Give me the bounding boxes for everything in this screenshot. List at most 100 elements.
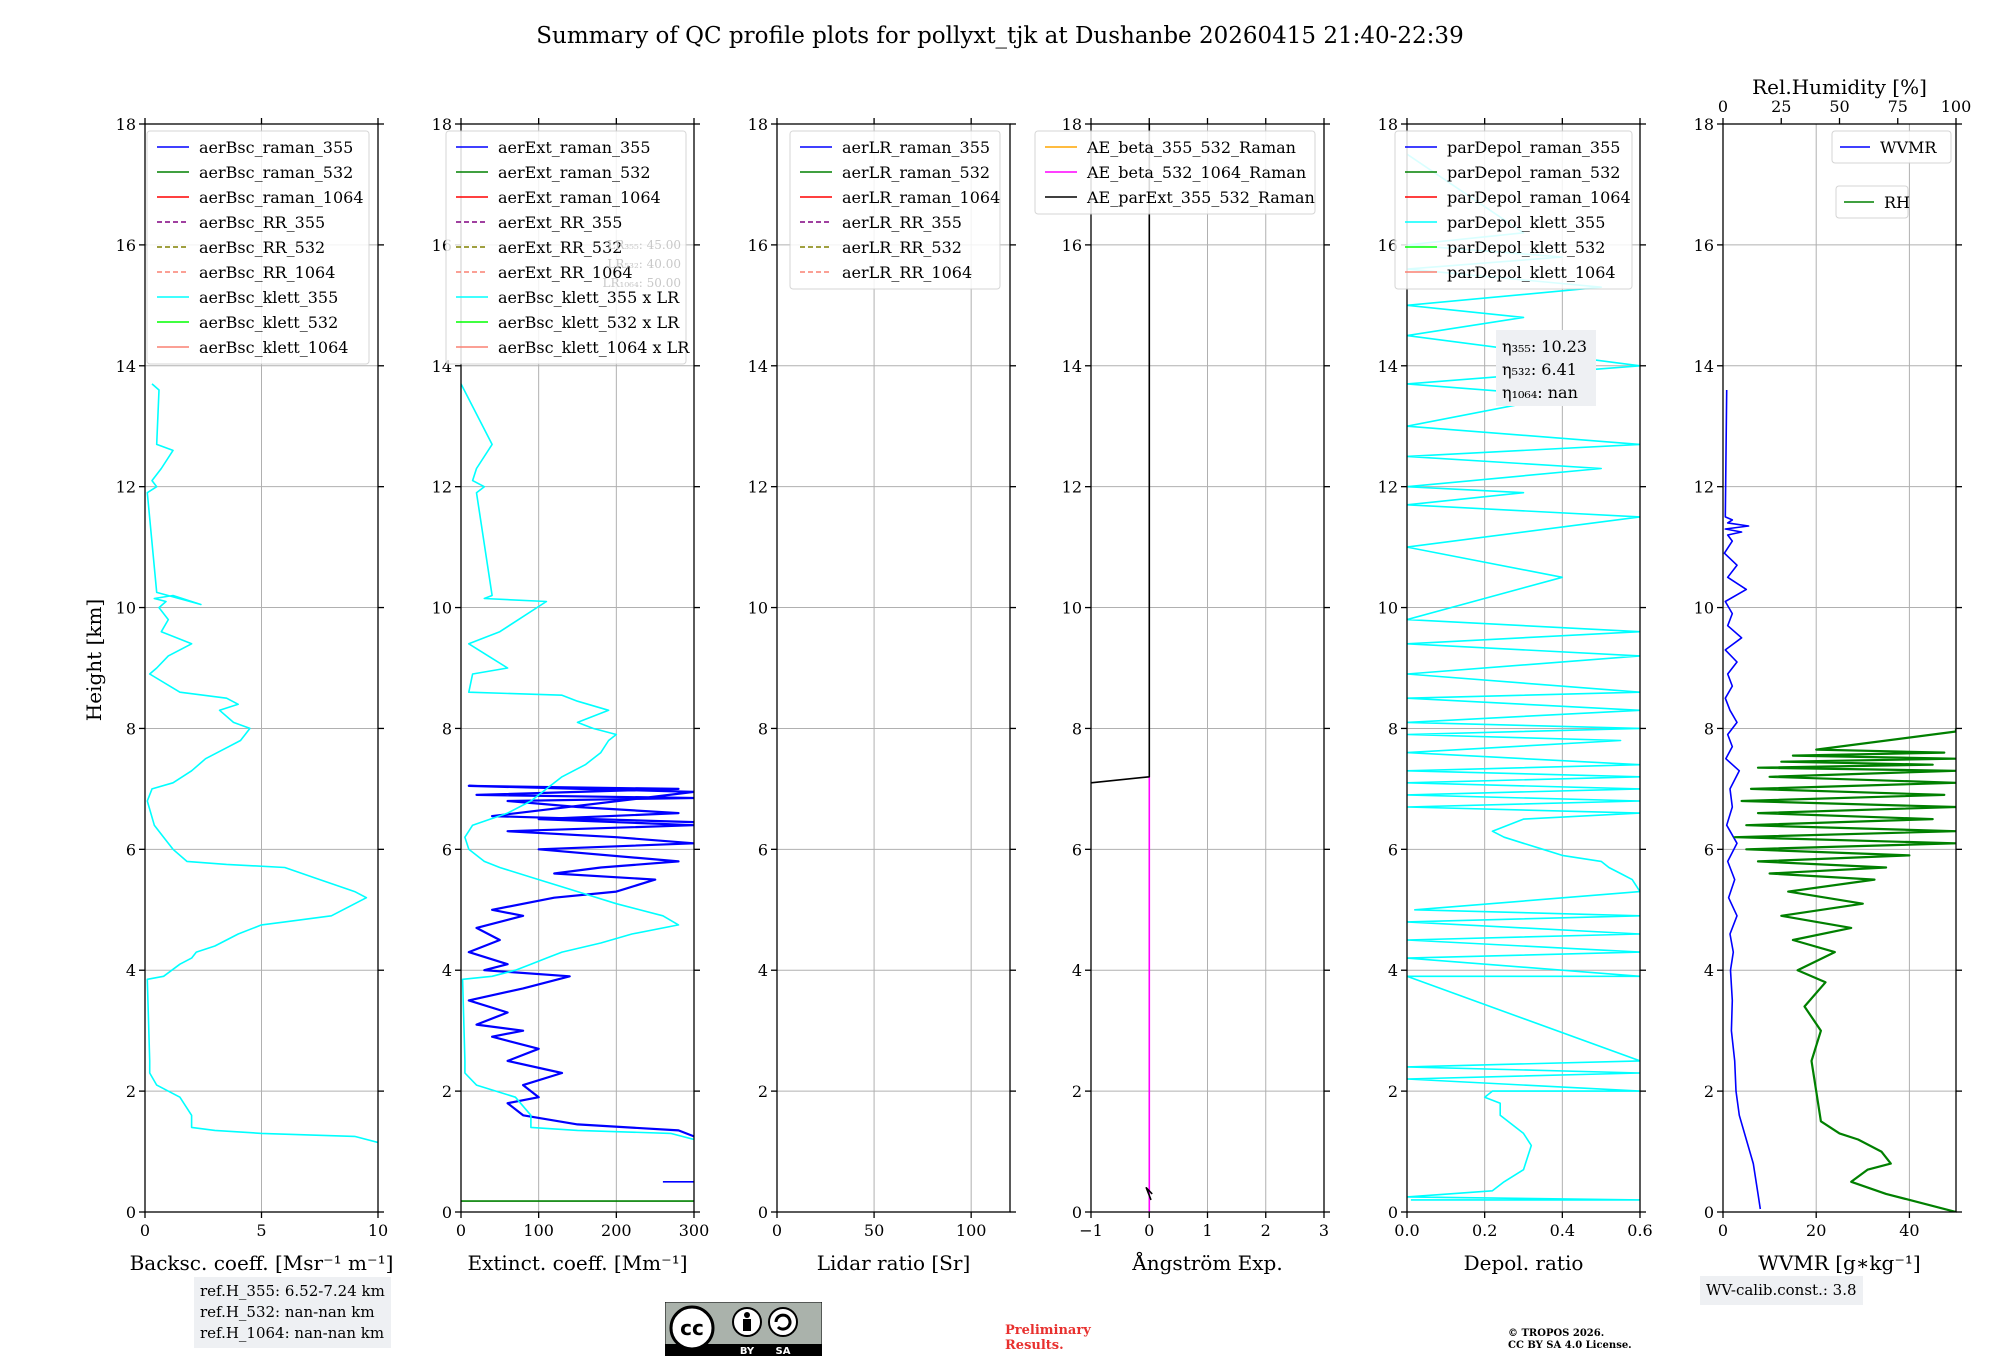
y-tick-label: 16 xyxy=(116,236,136,255)
legend: aerLR_raman_355 aerLR_raman_532 aerLR_rama… xyxy=(789,130,1001,290)
x2-tick-label: 100 xyxy=(1941,97,1972,116)
y-tick-label: 12 xyxy=(1694,478,1714,497)
y-tick-label: 12 xyxy=(432,478,452,497)
y-tick-label: 2 xyxy=(442,1082,452,1101)
legend-label: aerLR_RR_532 xyxy=(842,238,962,257)
series-group xyxy=(1723,389,1956,1212)
legend-label: aerLR_RR_355 xyxy=(842,213,962,232)
legend: parDepol_raman_355 parDepol_raman_532 parD… xyxy=(1394,130,1633,290)
legend-label: aerBsc_raman_355 xyxy=(199,138,353,157)
panel-1: 0 2 4 6 8 10 12 14 16 18 0 5 10 Backsc. coeff. [Msr⁻¹… xyxy=(116,115,394,1275)
x-tick-label: 300 xyxy=(679,1221,710,1240)
legend-label: RH xyxy=(1884,193,1910,212)
y-tick-label: 4 xyxy=(1704,961,1714,980)
x-tick-label: 0 xyxy=(140,1221,150,1240)
y-tick-label: 10 xyxy=(1694,599,1714,618)
x-axis-label: Depol. ratio xyxy=(1464,1251,1584,1275)
y-tick-label: 8 xyxy=(126,719,136,738)
y-tick-label: 14 xyxy=(1378,357,1398,376)
figure-title: Summary of QC profile plots for pollyxt_… xyxy=(536,23,1463,49)
legend-label: parDepol_raman_1064 xyxy=(1447,188,1631,207)
ref-height-532: ref.H_532: nan-nan km xyxy=(200,1303,375,1321)
legend-box xyxy=(146,130,370,365)
y-tick-label: 6 xyxy=(1388,840,1398,859)
legend-label: WVMR xyxy=(1880,138,1937,157)
cc-license-badge: cc BY SA xyxy=(665,1302,822,1356)
x-tick-label: 10 xyxy=(368,1221,388,1240)
x-tick-label: 5 xyxy=(256,1221,266,1240)
x-tick-label: 0 xyxy=(1144,1221,1154,1240)
legend-label: parDepol_klett_355 xyxy=(1447,213,1605,232)
legend-label: aerExt_raman_532 xyxy=(498,163,651,182)
legend-label: aerBsc_klett_355 xyxy=(199,288,338,307)
y-tick-label: 6 xyxy=(1072,840,1082,859)
y-tick-label: 2 xyxy=(126,1082,136,1101)
panel-5: 0 2 4 6 8 10 12 14 16 18 0.0 0.2 0.4 0.6 Depol. ratio p… xyxy=(1378,115,1653,1275)
profile-panels: 0 2 4 6 8 10 12 14 16 18 0 5 10 Backsc. coeff. [Msr⁻¹… xyxy=(116,75,1972,1275)
wv-calib-const: WV-calib.const.: 3.8 xyxy=(1706,1281,1857,1299)
y-tick-label: 2 xyxy=(758,1082,768,1101)
series-group xyxy=(1407,153,1640,1201)
x-axis-label: Lidar ratio [Sr] xyxy=(817,1251,971,1275)
y-tick-label: 0 xyxy=(1072,1203,1082,1222)
legend-label: parDepol_klett_532 xyxy=(1447,238,1605,257)
series-line-AE_parExt_355_532_Raman_low xyxy=(1145,1187,1153,1201)
y-axis-label: Height [km] xyxy=(82,599,106,721)
x-tick-label: 2 xyxy=(1261,1221,1271,1240)
legend-label: aerExt_RR_1064 xyxy=(498,263,633,282)
axes-frame xyxy=(776,123,1011,1213)
series-line-parDepol_klett_355 xyxy=(1407,153,1640,1201)
y-tick-label: 18 xyxy=(432,115,452,134)
x-tick-label: 100 xyxy=(956,1221,987,1240)
x-tick-label: 0.6 xyxy=(1627,1221,1652,1240)
y-tick-label: 8 xyxy=(442,719,452,738)
badge-sa-label: SA xyxy=(776,1346,791,1356)
sa-share-alike-icon xyxy=(768,1307,798,1337)
x-tick-label: 3 xyxy=(1319,1221,1329,1240)
y-tick-label: 8 xyxy=(1704,719,1714,738)
legend-label: AE_beta_355_532_Raman xyxy=(1086,138,1296,157)
legend-label: aerLR_raman_1064 xyxy=(842,188,1000,207)
legend-label: parDepol_klett_1064 xyxy=(1447,263,1616,282)
y-tick-label: 16 xyxy=(748,236,768,255)
legend-label: aerBsc_RR_355 xyxy=(199,213,325,232)
y-tick-label: 0 xyxy=(126,1203,136,1222)
x-axis-label: Ångström Exp. xyxy=(1131,1250,1282,1275)
series-line-AE_parExt_355_532_Raman xyxy=(1091,124,1151,784)
y-tick-label: 4 xyxy=(442,961,452,980)
legend-label: aerLR_raman_355 xyxy=(842,138,990,157)
x2-tick-label: 0 xyxy=(1718,97,1728,116)
ref-height-1064: ref.H_1064: nan-nan km xyxy=(200,1324,385,1342)
x-tick-label: 20 xyxy=(1806,1221,1826,1240)
legend-label: aerBsc_RR_532 xyxy=(199,238,325,257)
copyright-note: © TROPOS 2026. CC BY SA 4.0 License. xyxy=(1508,1328,1632,1352)
x2-tick-label: 25 xyxy=(1771,97,1791,116)
y-tick-label: 16 xyxy=(1694,236,1714,255)
lr-value-label: LR₁₀₆₄: 50.00 xyxy=(603,276,681,290)
x-tick-label: 200 xyxy=(601,1221,632,1240)
legend-label: aerBsc_klett_532 x LR xyxy=(498,313,680,332)
x-tick-label: 0 xyxy=(1718,1221,1728,1240)
cc-icon xyxy=(669,1305,715,1351)
y-tick-label: 4 xyxy=(1388,961,1398,980)
wv-calib-box: WV-calib.const.: 3.8 xyxy=(1700,1276,1863,1305)
legend: AE_beta_355_532_Raman AE_beta_532_1064_Ra… xyxy=(1034,130,1316,215)
legend-box xyxy=(1034,130,1316,215)
y-tick-label: 6 xyxy=(1704,840,1714,859)
legend-label: parDepol_raman_355 xyxy=(1447,138,1620,157)
x-axis-label: Backsc. coeff. [Msr⁻¹ m⁻¹] xyxy=(130,1251,394,1275)
x-tick-label: 40 xyxy=(1899,1221,1919,1240)
legend-label: aerBsc_raman_532 xyxy=(199,163,353,182)
legend: aerExt_raman_355 aerExt_raman_532 aerExt_r… xyxy=(445,130,690,365)
y-tick-label: 14 xyxy=(1694,357,1714,376)
y-tick-label: 6 xyxy=(758,840,768,859)
x-tick-label: 50 xyxy=(864,1221,884,1240)
legend-label: AE_beta_532_1064_Raman xyxy=(1086,163,1306,182)
y-tick-label: 12 xyxy=(116,478,136,497)
legend: WVMR RH xyxy=(1831,130,1952,219)
copyright-line-1: © TROPOS 2026. xyxy=(1508,1328,1605,1339)
